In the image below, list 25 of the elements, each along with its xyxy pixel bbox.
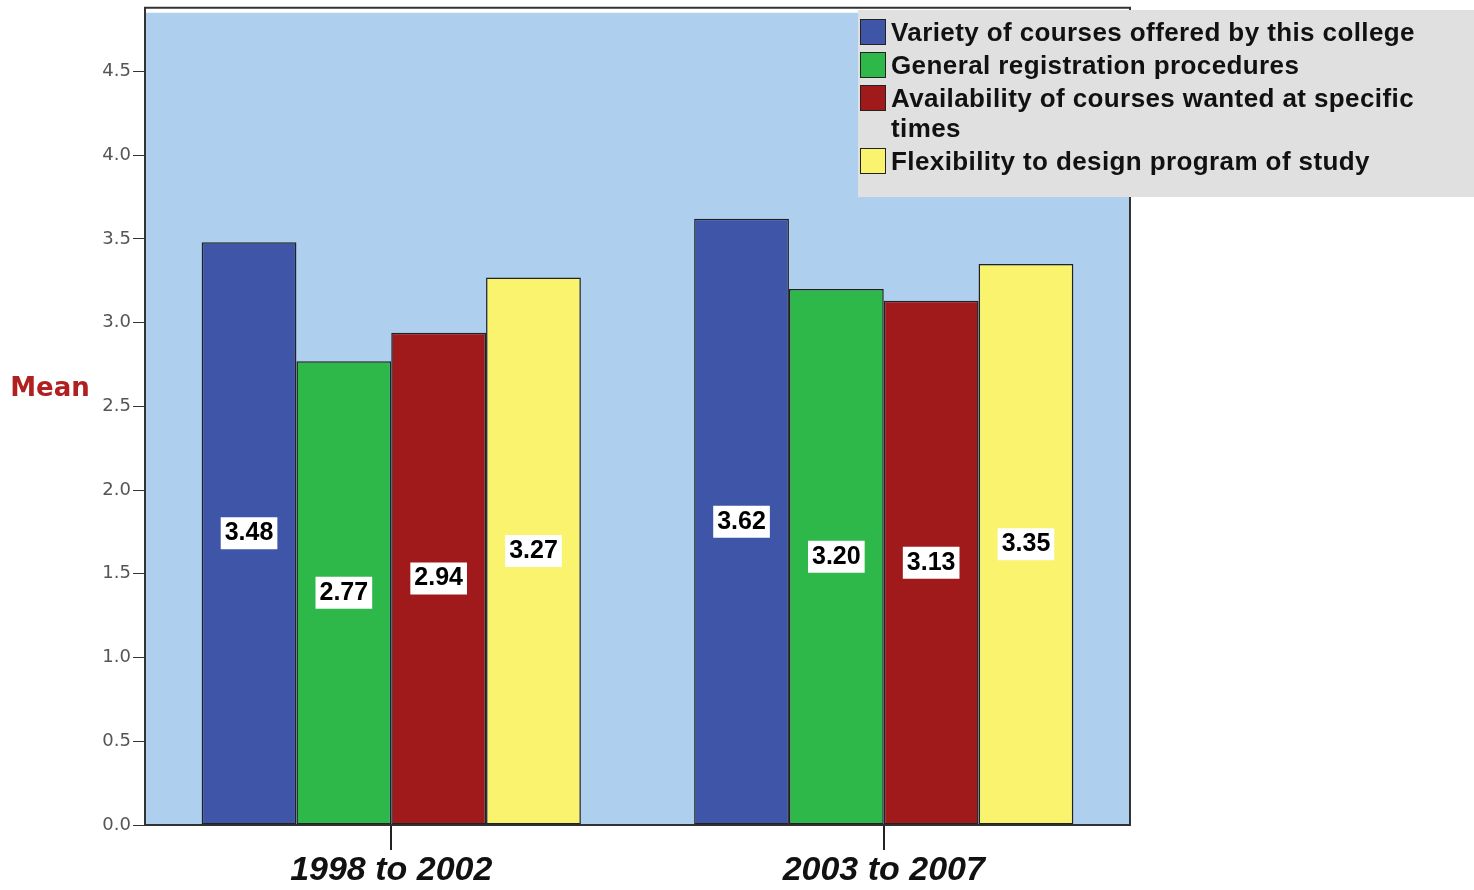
y-tick-label: 2.5 [102,394,131,416]
data-label: 3.20 [812,540,861,569]
y-tick-label: 1.5 [102,561,131,583]
legend-label: Flexibility to design program of study [891,146,1370,176]
legend-label: Availability of courses wanted at specific times [891,83,1415,143]
data-label: 3.35 [1001,528,1051,557]
y-tick-label: 0.5 [102,728,131,750]
legend-label: General registration procedures [891,50,1300,80]
legend-label: Variety of courses offered by this college [891,17,1415,47]
y-tick-label: 1.0 [102,645,131,667]
data-label: 3.27 [509,534,558,563]
y-axis-title: Mean [10,371,90,402]
y-tick-label: 4.5 [102,59,131,81]
x-tick-label: 2003 to 2007 [781,848,987,887]
data-label: 3.48 [224,517,274,546]
data-label: 2.77 [319,576,369,605]
y-tick-label: 3.5 [102,226,131,248]
data-label: 3.62 [717,505,766,534]
x-tick-label: 1998 to 2002 [290,848,493,887]
y-tick-label: 3.0 [102,310,131,332]
data-label: 3.13 [906,546,956,575]
y-tick-label: 0.0 [102,812,131,834]
y-tick-label: 4.0 [102,142,131,164]
data-label: 2.94 [414,562,464,591]
y-tick-label: 2.0 [102,477,131,499]
